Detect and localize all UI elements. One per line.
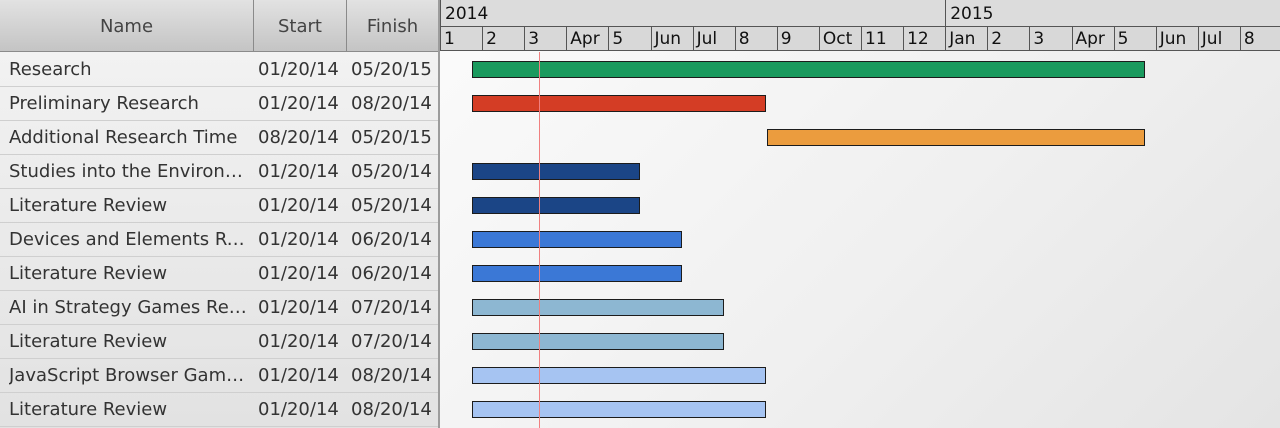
timeline-month-cell: 2 <box>987 27 1029 50</box>
task-bar[interactable] <box>471 367 767 384</box>
timeline-month-cell: 3 <box>1029 27 1071 50</box>
timeline-month-cell: Jul <box>692 27 735 50</box>
table-row[interactable]: Additional Research Time 08/20/14 05/20/… <box>0 121 438 155</box>
task-grid: Name Start Finish Research 01/20/14 05/2… <box>0 0 438 428</box>
timeline-month-cell: Apr <box>1071 27 1114 50</box>
task-bar[interactable] <box>471 231 683 248</box>
timeline-month-cell: Jan <box>945 27 987 50</box>
table-row[interactable]: Literature Review 01/20/14 07/20/14 <box>0 325 438 359</box>
task-name-cell: Studies into the Environments <box>9 161 251 182</box>
task-start-cell: 01/20/14 <box>258 229 339 250</box>
task-start-cell: 01/20/14 <box>258 93 339 114</box>
task-name-cell: Literature Review <box>9 263 168 284</box>
task-finish-cell: 07/20/14 <box>351 297 432 318</box>
timeline-month-header: 1 2 3 Apr 5 Jun Jul 8 9 Oct 11 12 Jan 2 3 Apr 5 Jun Jul 8 <box>440 27 1280 51</box>
task-bar[interactable] <box>471 163 641 180</box>
task-start-cell: 01/20/14 <box>258 399 339 420</box>
task-bars-area <box>440 0 1280 428</box>
table-row[interactable]: AI in Strategy Games Research 01/20/14 0… <box>0 291 438 325</box>
task-start-cell: 01/20/14 <box>258 59 339 80</box>
timeline-month-cell: 11 <box>861 27 903 50</box>
task-finish-cell: 06/20/14 <box>351 263 432 284</box>
task-bar[interactable] <box>471 197 641 214</box>
table-row[interactable]: Literature Review 01/20/14 05/20/14 <box>0 189 438 223</box>
timeline-month-cell: Jun <box>1155 27 1198 50</box>
task-finish-cell: 05/20/15 <box>351 59 432 80</box>
task-start-cell: 01/20/14 <box>258 297 339 318</box>
column-header-name[interactable]: Name <box>0 0 254 52</box>
task-name-cell: Literature Review <box>9 195 168 216</box>
task-grid-header: Name Start Finish <box>0 0 438 52</box>
table-row[interactable]: Devices and Elements Research 01/20/14 0… <box>0 223 438 257</box>
task-bar[interactable] <box>471 299 725 316</box>
table-row[interactable]: Research 01/20/14 05/20/15 <box>0 53 438 87</box>
timeline-month-cell: Oct <box>818 27 861 50</box>
task-name-cell: Literature Review <box>9 331 168 352</box>
task-start-cell: 01/20/14 <box>258 195 339 216</box>
timeline-month-cell: 8 <box>734 27 777 50</box>
timeline-month-cell: 1 <box>440 27 482 50</box>
task-start-cell: 08/20/14 <box>258 127 339 148</box>
today-marker-line <box>539 52 540 428</box>
task-bar[interactable] <box>471 61 1146 78</box>
task-finish-cell: 08/20/14 <box>351 365 432 386</box>
task-name-cell: Research <box>9 59 92 80</box>
table-row[interactable]: Literature Review 01/20/14 06/20/14 <box>0 257 438 291</box>
timeline-month-cell: 12 <box>903 27 945 50</box>
column-header-start[interactable]: Start <box>254 0 347 52</box>
task-name-cell: Devices and Elements Research <box>9 229 251 250</box>
task-finish-cell: 06/20/14 <box>351 229 432 250</box>
task-name-cell: Preliminary Research <box>9 93 199 114</box>
task-name-cell: JavaScript Browser Game Research <box>9 365 251 386</box>
task-bar[interactable] <box>471 265 683 282</box>
table-row[interactable]: Preliminary Research 01/20/14 08/20/14 <box>0 87 438 121</box>
column-header-finish[interactable]: Finish <box>366 16 419 37</box>
task-bar[interactable] <box>471 95 767 112</box>
task-finish-cell: 05/20/14 <box>351 161 432 182</box>
timeline-month-cell: 3 <box>524 27 566 50</box>
table-row[interactable]: Studies into the Environments 01/20/14 0… <box>0 155 438 189</box>
timeline-month-cell: 5 <box>1113 27 1156 50</box>
task-start-cell: 01/20/14 <box>258 331 339 352</box>
gantt-timeline-chart: 2014 2015 1 2 3 Apr 5 Jun Jul 8 9 Oct 11 12 Jan 2 3 Apr 5… <box>440 0 1280 428</box>
task-start-cell: 01/20/14 <box>258 161 339 182</box>
timeline-month-cell: 8 <box>1239 27 1280 50</box>
task-finish-cell: 08/20/14 <box>351 399 432 420</box>
timeline-month-cell: 9 <box>776 27 819 50</box>
task-name-cell: AI in Strategy Games Research <box>9 297 251 318</box>
table-row[interactable]: JavaScript Browser Game Research 01/20/1… <box>0 359 438 393</box>
timeline-year-cell: 2014 <box>440 0 945 26</box>
task-bar[interactable] <box>766 129 1146 146</box>
task-finish-cell: 05/20/15 <box>351 127 432 148</box>
task-finish-cell: 07/20/14 <box>351 331 432 352</box>
timeline-year-header: 2014 2015 <box>440 0 1280 27</box>
task-name-cell: Additional Research Time <box>9 127 238 148</box>
task-start-cell: 01/20/14 <box>258 365 339 386</box>
table-row[interactable]: Literature Review 01/20/14 08/20/14 <box>0 393 438 427</box>
timeline-month-cell: 5 <box>608 27 650 50</box>
task-finish-cell: 05/20/14 <box>351 195 432 216</box>
timeline-year-cell: 2015 <box>945 0 1280 26</box>
task-bar[interactable] <box>471 401 767 418</box>
timeline-month-cell: Jul <box>1197 27 1240 50</box>
grid-chart-splitter[interactable] <box>438 0 440 428</box>
task-start-cell: 01/20/14 <box>258 263 339 284</box>
timeline-month-cell: Jun <box>650 27 693 50</box>
task-finish-cell: 08/20/14 <box>351 93 432 114</box>
timeline-month-cell: 2 <box>482 27 524 50</box>
task-bar[interactable] <box>471 333 725 350</box>
task-name-cell: Literature Review <box>9 399 168 420</box>
timeline-month-cell: Apr <box>566 27 608 50</box>
